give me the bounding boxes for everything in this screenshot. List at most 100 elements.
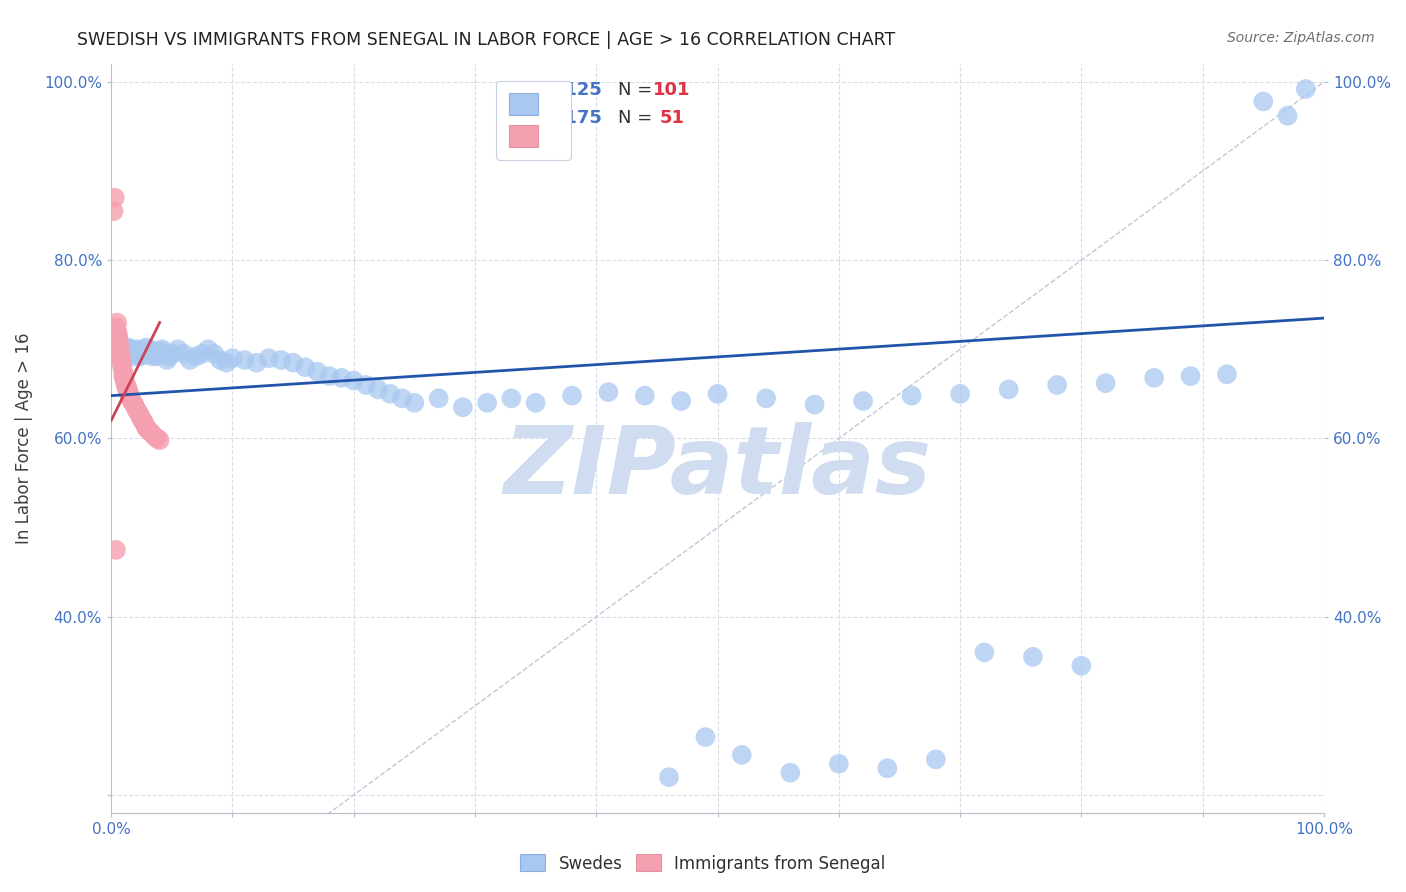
Point (179, 353, 201, 368)
Point (173, 347, 195, 361)
Text: 0.175: 0.175 (546, 109, 602, 127)
Legend: Swedes, Immigrants from Senegal: Swedes, Immigrants from Senegal (513, 847, 893, 880)
Point (307, 365, 329, 379)
Point (111, 360, 134, 375)
Point (105, 316, 128, 330)
Point (731, 747, 754, 762)
Point (114, 343, 136, 357)
Point (104, 320, 127, 334)
Point (136, 344, 159, 359)
Point (114, 374, 136, 388)
Point (104, 334, 127, 348)
Point (900, 389, 922, 403)
Point (852, 394, 875, 409)
Point (160, 347, 183, 361)
Point (1143, 371, 1166, 385)
Point (876, 761, 898, 775)
Point (103, 347, 125, 361)
Point (124, 401, 146, 415)
Point (108, 338, 131, 352)
Point (330, 371, 353, 385)
Point (143, 348, 166, 362)
Point (153, 347, 176, 361)
Point (973, 645, 995, 659)
Text: 51: 51 (659, 109, 685, 127)
Point (107, 343, 129, 357)
Point (131, 344, 153, 359)
Point (134, 346, 156, 360)
Point (475, 396, 498, 410)
Point (120, 392, 142, 406)
Point (141, 427, 163, 442)
Point (114, 376, 136, 391)
Text: R =: R = (515, 81, 554, 99)
Point (115, 346, 138, 360)
Point (1180, 369, 1202, 384)
Point (111, 350, 134, 364)
Point (114, 371, 136, 385)
Point (141, 350, 163, 364)
Point (117, 384, 139, 398)
Point (103, 343, 125, 357)
Point (114, 378, 136, 392)
Point (925, 752, 948, 766)
Point (128, 407, 150, 421)
Point (141, 346, 163, 360)
Point (215, 356, 238, 370)
Point (501, 392, 523, 406)
Point (115, 380, 138, 394)
Point (120, 348, 142, 362)
Text: 0.125: 0.125 (546, 81, 602, 99)
Point (108, 343, 131, 357)
Point (139, 343, 162, 357)
Point (118, 387, 141, 401)
Text: 101: 101 (654, 81, 690, 99)
Text: Source: ZipAtlas.com: Source: ZipAtlas.com (1227, 31, 1375, 45)
Point (104, 325, 127, 339)
Point (105, 325, 128, 339)
Point (598, 385, 620, 400)
Point (134, 418, 156, 433)
Point (706, 387, 728, 401)
Point (121, 394, 143, 409)
Text: ZIPatlas: ZIPatlas (503, 423, 932, 515)
Point (125, 348, 148, 362)
Point (118, 344, 141, 359)
Point (128, 346, 150, 360)
Point (121, 343, 143, 357)
Point (779, 765, 801, 780)
Point (391, 392, 413, 406)
Point (112, 369, 135, 384)
Point (318, 369, 340, 384)
Point (166, 343, 188, 357)
Point (127, 343, 149, 357)
Point (149, 434, 172, 448)
Point (378, 387, 401, 401)
Point (125, 403, 148, 417)
Point (114, 348, 136, 362)
Point (343, 374, 366, 388)
Point (132, 416, 155, 430)
Point (524, 396, 547, 410)
Point (117, 341, 139, 355)
Point (136, 423, 159, 437)
Point (107, 334, 129, 348)
Text: N =: N = (619, 81, 658, 99)
Point (129, 409, 152, 424)
Point (257, 351, 280, 366)
Point (108, 347, 131, 361)
Point (138, 348, 160, 362)
Point (157, 350, 180, 364)
Y-axis label: In Labor Force | Age > 16: In Labor Force | Age > 16 (15, 333, 32, 544)
Point (658, 770, 681, 784)
Point (103, 347, 125, 361)
Point (1046, 378, 1069, 392)
Point (129, 350, 152, 364)
Point (156, 353, 179, 368)
Point (122, 396, 145, 410)
Point (404, 396, 426, 410)
Point (1295, 82, 1317, 96)
Point (131, 348, 153, 362)
Point (146, 432, 169, 446)
Point (1070, 658, 1092, 673)
